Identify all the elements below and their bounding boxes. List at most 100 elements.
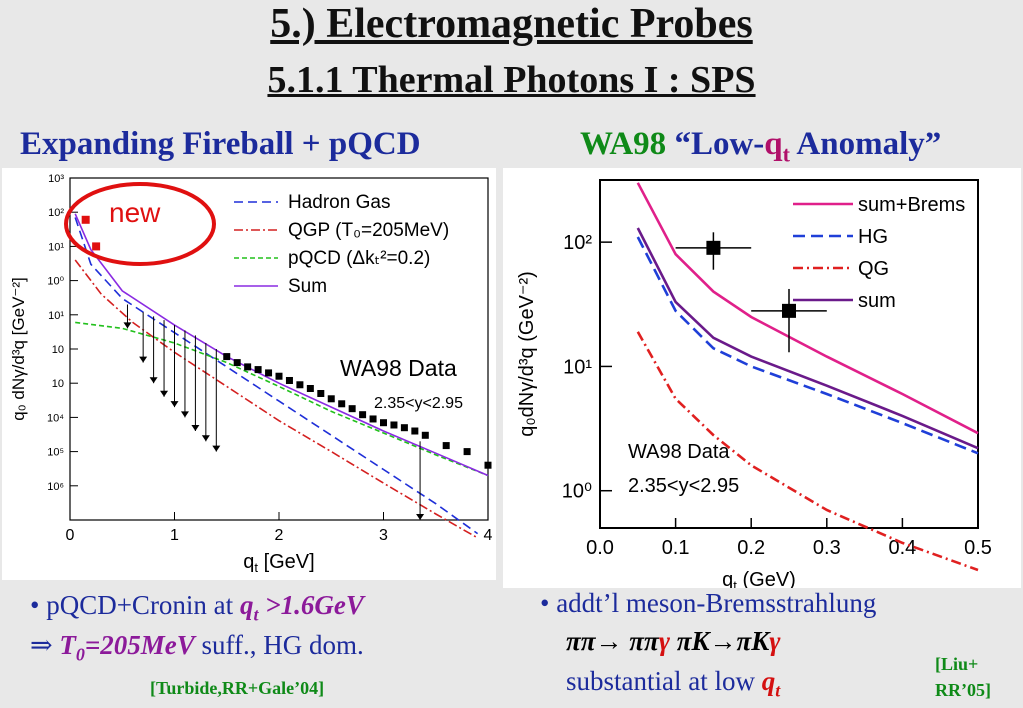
right-legend-label: QG xyxy=(858,258,889,280)
right-x-tick-label: 0.0 xyxy=(586,537,614,559)
left-bullet-1-b: >1.6GeV xyxy=(258,590,363,620)
left-data-point xyxy=(390,421,397,428)
right-bullet-3-a: substantial at low xyxy=(566,666,762,696)
right-series-line xyxy=(638,228,978,448)
left-chart: 0 1 2 3 410⁶10⁵10⁴10⁳10⁲10¹10⁰10¹10²10³qt [G… xyxy=(2,168,496,580)
right-legend-label: sum+Brems xyxy=(858,194,965,216)
right-bullet-2-g1: γ xyxy=(659,626,670,656)
left-y-tick-label: 10⁲ xyxy=(52,344,64,356)
right-data-point xyxy=(782,304,796,318)
left-y-tick-label: 10² xyxy=(48,207,64,219)
left-data-point xyxy=(401,424,408,431)
left-y-tick-label: 10¹ xyxy=(48,310,64,322)
right-rapidity-annotation: 2.35<y<2.95 xyxy=(628,475,739,497)
left-y-tick-label: 10⁵ xyxy=(47,447,64,459)
left-bullet-1-q: q xyxy=(240,590,254,620)
slide-title: 5.) Electromagnetic Probes xyxy=(0,0,1023,48)
right-heading-prefix: WA98 xyxy=(580,126,666,162)
left-x-tick-label: 0 xyxy=(66,527,75,544)
right-heading-sub: t xyxy=(783,142,790,167)
right-bullet-1: • addt’l meson-Bremsstrahlung xyxy=(540,588,876,619)
right-series-line xyxy=(638,237,978,453)
left-data-point xyxy=(276,373,283,380)
left-x-tick-label: 1 xyxy=(170,527,179,544)
right-y-tick-label: 10² xyxy=(563,232,592,254)
left-data-point xyxy=(286,377,293,384)
right-bullet-3-qsub: t xyxy=(775,680,780,700)
left-data-point xyxy=(370,415,377,422)
right-bullet-2-b: πK→πK xyxy=(670,626,769,656)
left-data-point xyxy=(411,428,418,435)
right-x-axis-label: qt (GeV) xyxy=(722,569,796,588)
left-data-point xyxy=(234,359,241,366)
right-heading: WA98 “Low-qt Anomaly” xyxy=(580,126,941,168)
left-legend-label: QGP (T₀=205MeV) xyxy=(288,220,449,241)
left-data-point xyxy=(223,353,230,360)
left-upper-limit-arrow xyxy=(171,401,179,407)
right-wa98-annotation: WA98 Data xyxy=(628,441,730,463)
left-wa98-annotation: WA98 Data xyxy=(340,355,457,381)
left-legend-label: Sum xyxy=(288,276,327,297)
right-legend-label: HG xyxy=(858,226,888,248)
right-x-tick-label: 0.4 xyxy=(888,537,916,559)
left-bullet-2-b: =205MeV xyxy=(85,630,195,660)
left-data-point xyxy=(328,395,335,402)
right-x-tick-label: 0.1 xyxy=(662,537,690,559)
right-x-tick-label: 0.3 xyxy=(813,537,841,559)
left-x-axis-label: qt [GeV] xyxy=(243,551,314,575)
left-data-point xyxy=(255,366,262,373)
left-upper-limit-arrow xyxy=(202,435,210,441)
left-data-point xyxy=(422,432,429,439)
left-data-point xyxy=(338,400,345,407)
right-citation-2: RR’05] xyxy=(935,680,991,701)
left-data-point xyxy=(265,369,272,376)
right-x-tick-label: 0.2 xyxy=(737,537,765,559)
right-chart: 0.0 0.1 0.2 0.3 0.4 0.5 10⁰ 10¹ 10² qt (GeV) q₀dNγ… xyxy=(503,168,1021,588)
left-upper-limit-arrow xyxy=(191,425,199,431)
left-bullet-2-Tsub: 0 xyxy=(76,644,85,664)
right-bullet-2: ππ→ ππγ πK→πKγ xyxy=(566,626,780,657)
right-heading-quote-open: “Low- xyxy=(674,126,764,162)
left-x-tick-label: 3 xyxy=(379,527,388,544)
right-data-point xyxy=(706,241,720,255)
left-upper-limit-arrow xyxy=(123,322,131,328)
left-data-point xyxy=(244,363,251,370)
right-bullet-3-q: q xyxy=(762,666,776,696)
left-y-tick-label: 10⁳ xyxy=(52,378,64,390)
right-heading-q: q xyxy=(764,126,782,162)
left-y-tick-label: 10⁰ xyxy=(47,276,64,288)
left-y-axis-label: q₀ dNγ/d³q [GeV⁻²] xyxy=(9,277,28,421)
right-heading-rest: Anomaly” xyxy=(790,126,941,162)
left-new-data-point xyxy=(92,242,100,250)
left-y-tick-label: 10⁴ xyxy=(47,412,64,424)
left-bullet-2-c: suff., HG dom. xyxy=(195,630,364,660)
left-legend-label: pQCD (Δkₜ²=0.2) xyxy=(288,248,430,269)
left-data-point xyxy=(307,385,314,392)
right-y-tick-label: 10⁰ xyxy=(562,481,592,503)
left-new-data-point xyxy=(82,216,90,224)
left-upper-limit-arrow xyxy=(416,514,424,520)
left-chart-panel: 0 1 2 3 4 10⁶ 10⁵ 10⁴ 10⁳ 10⁲ 10¹ 10⁰ 10¹ 10² 10³ qt [G… xyxy=(2,168,496,580)
left-upper-limit-arrow xyxy=(139,357,147,363)
left-y-tick-label: 10¹ xyxy=(48,241,64,253)
slide-subtitle: 5.1.1 Thermal Photons I : SPS xyxy=(0,58,1023,102)
left-bullet-2: ⇒ T0=205MeV suff., HG dom. xyxy=(30,630,364,665)
left-citation: [Turbide,RR+Gale’04] xyxy=(150,678,324,699)
right-bullet-2-g2: γ xyxy=(769,626,780,656)
right-y-tick-label: 10¹ xyxy=(563,356,592,378)
left-upper-limit-arrow xyxy=(150,377,158,383)
left-legend-label: Hadron Gas xyxy=(288,192,390,213)
right-citation-1: [Liu+ xyxy=(935,654,978,675)
left-bullet-2-T: T xyxy=(59,630,76,660)
left-bullet-1: • pQCD+Cronin at qt >1.6GeV xyxy=(30,590,364,625)
left-data-point xyxy=(464,448,471,455)
left-x-tick-label: 4 xyxy=(484,527,493,544)
right-x-tick-label: 0.5 xyxy=(964,537,992,559)
left-data-point xyxy=(349,405,356,412)
left-data-point xyxy=(443,442,450,449)
left-upper-limit-arrow xyxy=(181,411,189,417)
left-data-point xyxy=(359,411,366,418)
left-data-point xyxy=(380,419,387,426)
right-chart-panel: 0.0 0.1 0.2 0.3 0.4 0.5 10⁰ 10¹ 10² qt (GeV) q₀dNγ… xyxy=(503,168,1021,588)
left-data-point xyxy=(317,390,324,397)
